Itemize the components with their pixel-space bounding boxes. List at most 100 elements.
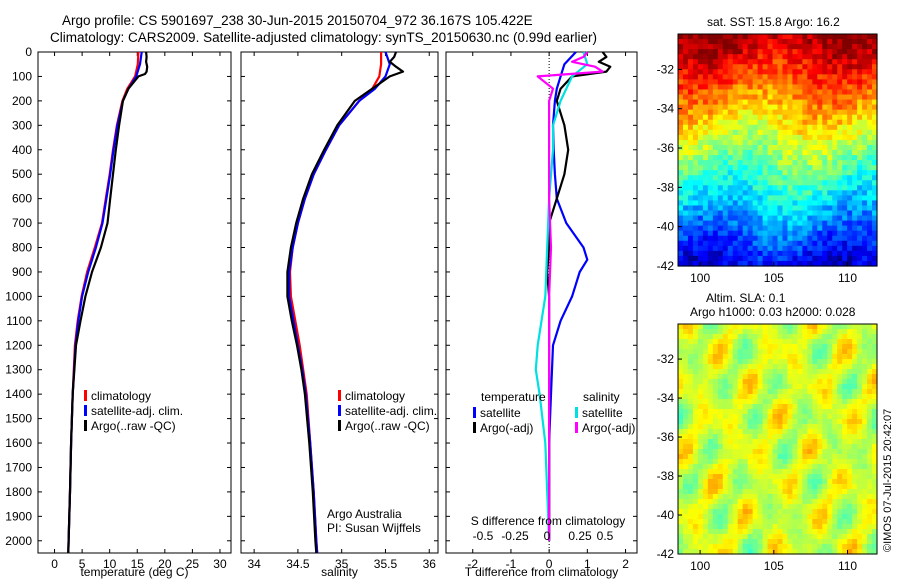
heatmap-cell <box>678 195 684 202</box>
heatmap-cell <box>687 539 694 545</box>
heatmap-cell <box>792 354 798 360</box>
heatmap-cell <box>782 190 789 196</box>
heatmap-cell <box>752 334 759 340</box>
heatmap-cell <box>812 419 818 425</box>
heatmap-cell <box>747 220 754 227</box>
heatmap-cell <box>767 89 774 96</box>
heatmap-cell <box>862 175 868 181</box>
heatmap-cell <box>792 484 798 490</box>
heatmap-cell <box>797 210 803 217</box>
heatmap-cell <box>802 399 808 405</box>
heatmap-cell <box>767 469 774 475</box>
heatmap-cell <box>792 94 798 101</box>
heatmap-cell <box>837 79 843 86</box>
heatmap-cell <box>832 374 838 380</box>
heatmap-cell <box>682 529 689 535</box>
heatmap-cell <box>777 69 784 75</box>
heatmap-cell <box>827 379 833 385</box>
heatmap-cell <box>727 479 734 485</box>
heatmap-cell <box>757 334 764 340</box>
heatmap-cell <box>767 519 774 525</box>
heatmap-cell <box>857 190 863 196</box>
heatmap-cell <box>687 424 694 430</box>
heatmap-cell <box>802 175 808 181</box>
heatmap-cell <box>717 349 724 355</box>
heatmap-cell <box>707 334 714 340</box>
heatmap-cell <box>837 484 843 490</box>
heatmap-cell <box>767 344 774 350</box>
heatmap-cell <box>687 349 694 355</box>
heatmap-cell <box>687 334 694 340</box>
heatmap-cell <box>852 114 858 121</box>
heatmap-cell <box>772 114 779 121</box>
heatmap-cell <box>807 235 813 242</box>
heatmap-cell <box>852 129 858 136</box>
heatmap-cell <box>692 394 699 400</box>
heatmap-cell <box>712 69 719 75</box>
heatmap-cell <box>797 509 803 515</box>
heatmap-cell <box>772 469 779 475</box>
heatmap-cell <box>847 245 853 252</box>
heatmap-cell <box>682 44 689 50</box>
heatmap-cell <box>687 235 694 242</box>
heatmap-cell <box>802 324 808 330</box>
heatmap-cell <box>792 230 798 237</box>
heatmap-cell <box>687 369 694 375</box>
heatmap-cell <box>807 384 813 390</box>
heatmap-cell <box>678 429 684 435</box>
heatmap-cell <box>697 134 704 141</box>
heatmap-cell <box>812 84 818 91</box>
heatmap-cell <box>847 64 853 70</box>
heatmap-cell <box>787 190 794 196</box>
heatmap-cell <box>712 344 719 350</box>
heatmap-cell <box>807 104 813 111</box>
heatmap-cell <box>772 59 779 65</box>
heatmap-cell <box>767 399 774 405</box>
heatmap-cell <box>732 134 739 141</box>
heatmap-cell <box>697 124 704 131</box>
heatmap-cell <box>822 374 828 380</box>
heatmap-cell <box>702 359 709 365</box>
heatmap-cell <box>762 424 769 430</box>
heatmap-cell <box>762 180 769 186</box>
heatmap-cell <box>712 384 719 390</box>
heatmap-cell <box>847 359 853 365</box>
heatmap-cell <box>777 369 784 375</box>
heatmap-cell <box>842 54 848 60</box>
heatmap-cell <box>757 479 764 485</box>
heatmap-cell <box>752 250 759 257</box>
heatmap-cell <box>747 514 754 520</box>
heatmap-cell <box>697 69 704 75</box>
heatmap-cell <box>702 329 709 335</box>
heatmap-cell <box>872 459 878 465</box>
heatmap-cell <box>847 175 853 181</box>
heatmap-cell <box>722 534 729 540</box>
heatmap-cell <box>837 49 843 55</box>
heatmap-cell <box>682 394 689 400</box>
heatmap-cell <box>872 414 878 420</box>
heatmap-cell <box>862 414 868 420</box>
heatmap-cell <box>712 529 719 535</box>
heatmap-cell <box>697 109 704 116</box>
heatmap-cell <box>757 384 764 390</box>
heatmap-cell <box>802 419 808 425</box>
heatmap-cell <box>872 64 878 70</box>
heatmap-cell <box>787 369 794 375</box>
heatmap-cell <box>682 469 689 475</box>
heatmap-cell <box>682 49 689 55</box>
heatmap-cell <box>742 539 749 545</box>
heatmap-cell <box>737 369 744 375</box>
heatmap-cell <box>687 255 694 262</box>
heatmap-cell <box>782 414 789 420</box>
map-y-tick-label: -32 <box>657 352 675 366</box>
map-y-tick-label: -32 <box>657 62 675 76</box>
heatmap-cell <box>752 514 759 520</box>
heatmap-cell <box>797 444 803 450</box>
heatmap-cell <box>852 359 858 365</box>
heatmap-cell <box>812 215 818 222</box>
heatmap-cell <box>727 59 734 65</box>
heatmap-cell <box>757 344 764 350</box>
heatmap-cell <box>757 429 764 435</box>
heatmap-cell <box>812 369 818 375</box>
